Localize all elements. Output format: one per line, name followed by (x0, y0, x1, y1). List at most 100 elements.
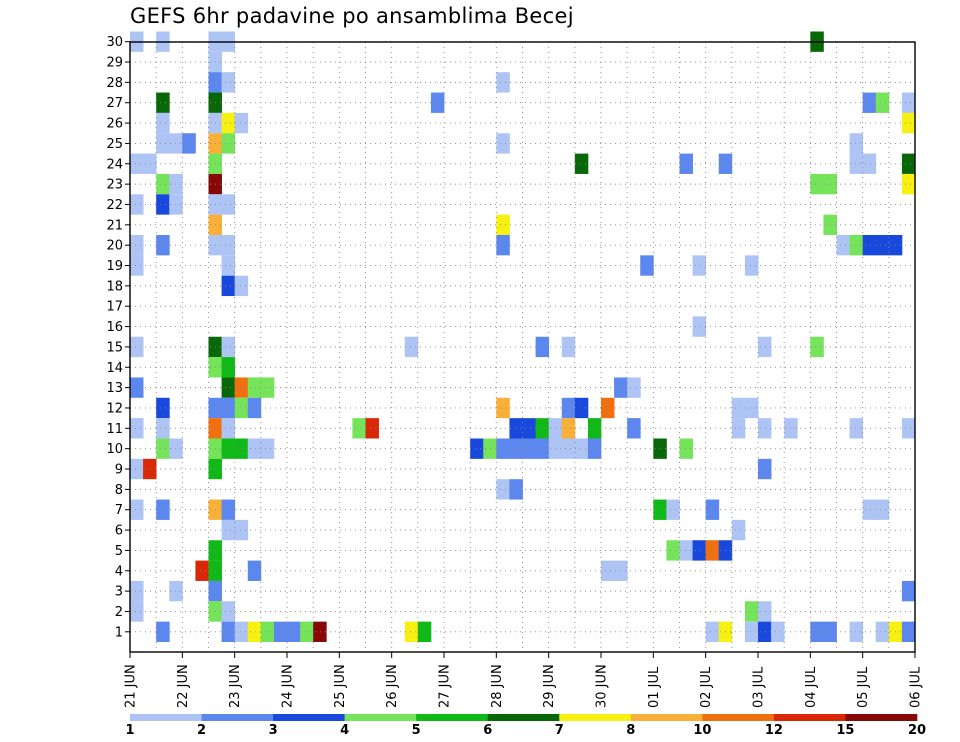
legend-swatch (201, 714, 274, 721)
heatmap-cell-m12-t9 (247, 397, 262, 419)
y-tick-label: 9 (115, 463, 123, 478)
heatmap-cell-m11-t17 (352, 418, 366, 439)
legend-label: 6 (483, 723, 492, 738)
heatmap-cell-m11-t30 (522, 418, 536, 439)
heatmap-cell-m22-t2 (156, 194, 170, 215)
heatmap-cell-m21-t28 (496, 214, 510, 235)
heatmap-cell-m11-t46 (731, 418, 746, 439)
legend-swatch (130, 714, 202, 721)
heatmap-cell-m6-t46 (731, 519, 746, 541)
heatmap-cells (130, 31, 916, 642)
x-tick-label: 04 JUL (804, 666, 819, 708)
chart-title: GEFS 6hr padavine po ansamblima Becej (130, 4, 574, 28)
heatmap-cell-m26-t59 (901, 112, 916, 134)
heatmap-cell-m1-t21 (404, 621, 419, 642)
y-axis: 1234567891011121314151617181920212223242… (106, 35, 130, 640)
heatmap-cell-m10-t31 (535, 438, 550, 459)
heatmap-cell-m10-t27 (483, 438, 497, 459)
heatmap-cell-m1-t14 (313, 621, 327, 642)
heatmap-cell-m24-t55 (849, 153, 864, 174)
legend-swatch (702, 714, 775, 721)
x-tick-label: 21 JUN (124, 664, 139, 708)
legend-swatch (559, 714, 632, 721)
heatmap-cell-m1-t9 (247, 621, 262, 642)
legend-swatch (273, 714, 345, 721)
heatmap-cell-m22-t0 (130, 194, 144, 215)
heatmap-cell-m9-t1 (143, 458, 157, 480)
heatmap-cell-m25-t2 (156, 133, 170, 154)
heatmap-cell-m28-t7 (221, 72, 236, 93)
y-tick-label: 24 (106, 157, 123, 172)
heatmap-cell-m5-t43 (692, 540, 707, 561)
heatmap-cell-m19-t39 (640, 255, 654, 276)
x-tick-label: 03 JUL (752, 666, 767, 708)
legend-label: 4 (340, 723, 349, 738)
heatmap-cell-m4-t36 (601, 560, 615, 581)
heatmap-cell-m10-t42 (679, 438, 693, 459)
heatmap-cell-m10-t29 (509, 438, 523, 459)
heatmap-cell-m11-t2 (156, 418, 170, 439)
heatmap-cell-m10-t8 (234, 438, 249, 459)
legend-swatch (773, 714, 846, 721)
heatmap-cell-m16-t43 (692, 316, 707, 337)
heatmap-cell-m13-t8 (234, 377, 249, 398)
heatmap-cell-m15-t48 (758, 336, 772, 358)
x-tick-label: 02 JUL (699, 666, 714, 708)
legend-label: 15 (836, 723, 854, 738)
heatmap-cell-m24-t56 (862, 153, 877, 174)
legend-label: 2 (197, 723, 206, 738)
heatmap-cell-m1-t59 (901, 621, 916, 642)
heatmap-cell-m18-t7 (221, 275, 236, 297)
heatmap-cell-m20-t7 (221, 235, 236, 256)
heatmap-cell-m7-t0 (130, 499, 144, 520)
heatmap-cell-m10-t35 (587, 438, 602, 459)
heatmap-cell-m13-t0 (130, 377, 144, 398)
y-tick-label: 17 (106, 300, 123, 315)
heatmap-cell-m20-t28 (496, 235, 510, 256)
heatmap-cell-m12-t46 (731, 397, 746, 419)
heatmap-cell-m9-t48 (758, 458, 772, 480)
y-tick-label: 22 (106, 198, 123, 213)
heatmap-cell-m20-t56 (862, 235, 877, 256)
legend-label: 5 (412, 723, 421, 738)
heatmap-cell-m10-t9 (247, 438, 262, 459)
heatmap-cell-m3-t59 (901, 580, 916, 602)
y-tick-label: 14 (106, 361, 123, 376)
heatmap-cell-m7-t7 (221, 499, 236, 520)
heatmap-cell-m15-t0 (130, 336, 144, 358)
legend-label: 8 (626, 723, 635, 738)
heatmap-cell-m23-t2 (156, 173, 170, 195)
heatmap-cell-m11-t38 (627, 418, 641, 439)
heatmap-cell-m15-t7 (221, 336, 236, 358)
heatmap-cell-m10-t26 (470, 438, 484, 459)
heatmap-cell-m20-t54 (836, 235, 850, 256)
heatmap-cell-m13-t10 (260, 377, 275, 398)
heatmap-cell-m1-t22 (417, 621, 432, 642)
heatmap-cell-m13-t7 (221, 377, 236, 398)
x-tick-label: 06 JUL (909, 666, 924, 708)
heatmap-cell-m7-t41 (666, 499, 680, 520)
heatmap-cell-m20-t55 (849, 235, 864, 256)
heatmap-cell-m12-t47 (744, 397, 759, 419)
heatmap-cell-m4-t5 (195, 560, 209, 581)
heatmap-cell-m24-t0 (130, 153, 144, 174)
heatmap-cell-m19-t7 (221, 255, 236, 276)
y-tick-label: 13 (106, 381, 123, 396)
legend-label: 1 (125, 723, 134, 738)
x-tick-label: 05 JUL (856, 666, 871, 708)
y-tick-label: 29 (106, 56, 123, 71)
heatmap-cell-m27-t57 (875, 92, 890, 113)
heatmap-cell-m11-t29 (509, 418, 523, 439)
heatmap-cell-m7-t2 (156, 499, 170, 520)
x-tick-label: 23 JUN (228, 664, 243, 708)
legend-swatch (845, 714, 918, 721)
y-tick-label: 3 (115, 585, 123, 600)
heatmap-cell-m4-t9 (247, 560, 262, 581)
heatmap-cell-m26-t2 (156, 112, 170, 134)
heatmap-cell-m11-t35 (587, 418, 602, 439)
heatmap-cell-m6-t8 (234, 519, 249, 541)
y-tick-label: 10 (106, 442, 123, 457)
y-tick-label: 6 (115, 524, 123, 539)
heatmap-cell-m15-t33 (561, 336, 576, 358)
legend-swatch (487, 714, 560, 721)
